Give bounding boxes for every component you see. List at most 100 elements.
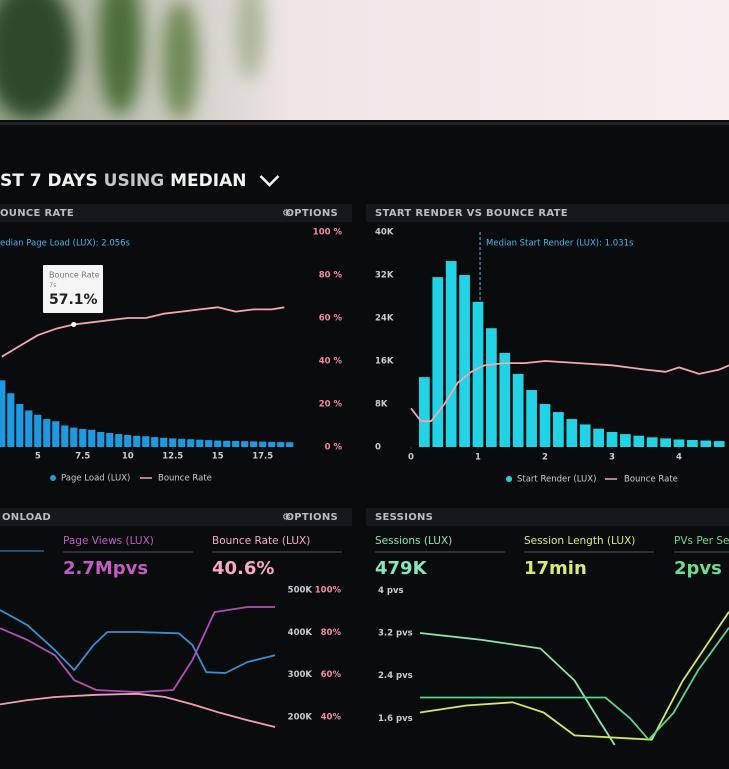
bar	[196, 439, 204, 447]
x-tick-label: 5	[35, 452, 41, 462]
bar	[579, 424, 591, 447]
panel-title: ONLOAD	[2, 512, 51, 523]
bar	[178, 438, 186, 447]
kpi-label: PVs Per Se	[674, 535, 729, 547]
panel-title: START RENDER VS BOUNCE RATE	[375, 208, 568, 219]
bar	[259, 441, 267, 447]
bar	[160, 437, 168, 447]
bar	[419, 377, 430, 447]
options-button[interactable]: OPTIONS	[285, 512, 338, 523]
y-tick-label: 24K	[375, 314, 394, 324]
tooltip	[43, 265, 103, 313]
panel-header	[0, 204, 352, 222]
bar	[25, 410, 33, 447]
y-tick-label: 3.2 pvs	[378, 629, 413, 639]
bar	[250, 441, 258, 447]
y-tick-label: 8K	[375, 400, 388, 410]
y-tick-label: 200K	[288, 713, 313, 723]
dropdown-chevron[interactable]	[259, 175, 280, 187]
kpi-value: 2.7Mpvs	[63, 558, 148, 579]
panels	[0, 204, 729, 552]
bar	[472, 301, 484, 447]
bar	[486, 328, 497, 447]
y-tick-label: 1.6 pvs	[378, 714, 413, 724]
bar	[133, 435, 141, 447]
kpi-value: 17min	[524, 558, 587, 579]
bar	[606, 431, 618, 447]
kpi-label: Page Views (LUX)	[63, 535, 154, 547]
bar	[124, 434, 132, 447]
y-tick-label: 4 pvs	[378, 586, 404, 596]
y2-tick-label: 60 %	[319, 314, 343, 324]
y2-tick-label: 100 %	[313, 228, 343, 238]
title-part: 7 DAYS	[30, 171, 98, 191]
plot-area	[0, 606, 276, 728]
x-tick-label: 2	[542, 453, 548, 463]
bar	[43, 419, 51, 447]
y-tick-label: 32K	[375, 271, 394, 281]
bar	[566, 419, 578, 447]
y2-tick-label: 0 %	[325, 443, 343, 453]
title-part: ST	[0, 171, 24, 191]
bar	[169, 438, 177, 447]
y-tick-label: 0	[375, 443, 381, 453]
bar	[553, 412, 564, 447]
x-tick-label: 7.5	[75, 452, 90, 462]
bar	[700, 440, 712, 447]
bar	[97, 431, 105, 447]
options-button[interactable]: OPTIONS	[285, 208, 338, 219]
bezel	[0, 122, 729, 125]
x-tick-label: 3	[609, 453, 615, 463]
options-icon: ⚙	[282, 512, 291, 523]
kpi-value: 479K	[375, 558, 428, 579]
bar	[0, 380, 6, 447]
y2-tick-label: 80%	[321, 628, 342, 638]
legend-label: Bounce Rate	[158, 474, 212, 484]
bar	[512, 373, 524, 447]
bar	[142, 436, 150, 447]
bar	[445, 261, 457, 447]
panel-header	[366, 508, 729, 526]
plot-area	[0, 306, 294, 447]
x-tick-label: 1	[475, 453, 481, 463]
bar	[432, 277, 444, 447]
legend-swatch	[50, 475, 56, 481]
line	[419, 611, 729, 741]
line	[0, 606, 275, 693]
line	[0, 692, 276, 728]
bar	[88, 429, 96, 447]
line	[0, 609, 276, 674]
panel-title: OUNCE RATE	[0, 208, 74, 219]
legend-label: Bounce Rate	[624, 475, 678, 485]
bar	[646, 437, 658, 447]
bar	[214, 440, 222, 447]
bar	[713, 441, 725, 447]
line	[419, 632, 616, 746]
annotation: Median Start Render (LUX): 1.031s	[486, 239, 634, 249]
tooltip-subtitle: 7s	[49, 281, 57, 289]
bar	[187, 439, 195, 447]
plot-area	[410, 232, 729, 447]
y-tick-label: 500K	[288, 586, 313, 596]
panel-header	[0, 508, 352, 526]
x-tick-label: 17.5	[252, 452, 273, 462]
line	[420, 627, 729, 741]
bar	[526, 390, 537, 447]
panel-header	[366, 204, 729, 222]
kpi-value: 40.6%	[212, 558, 274, 579]
y2-tick-label: 40%	[321, 713, 342, 723]
x-tick-label: 12.5	[162, 452, 183, 462]
bar	[499, 352, 511, 447]
y2-tick-label: 100%	[315, 586, 342, 596]
x-tick-label: 10	[122, 452, 134, 462]
bar	[673, 439, 685, 447]
kpi-value: 2pvs	[674, 558, 722, 579]
hover-point	[71, 321, 77, 327]
y2-tick-label: 40 %	[319, 357, 343, 367]
line	[1, 306, 285, 358]
tooltip-value: 57.1%	[49, 292, 98, 308]
y-tick-label: 2.4 pvs	[378, 671, 413, 681]
bar	[106, 433, 114, 447]
bar	[61, 425, 69, 447]
